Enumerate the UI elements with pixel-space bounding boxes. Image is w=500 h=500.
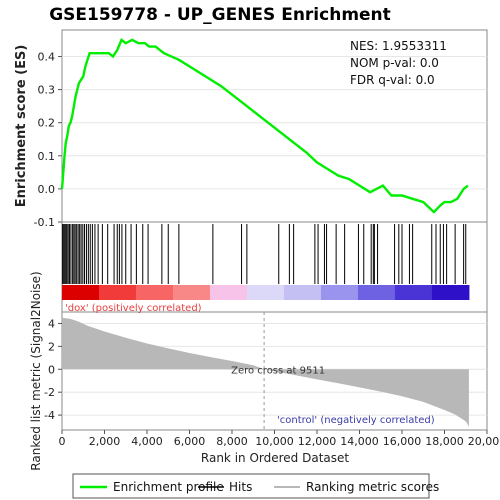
x-tick-label: 18,000: [425, 435, 464, 448]
es-tick-label: 0.2: [38, 117, 56, 130]
metric-y-ticks: -4 -2 0 2 4: [44, 317, 62, 422]
rank-bar-segment: [99, 285, 136, 300]
x-tick-label: 6,000: [174, 435, 206, 448]
es-tick-label: 0.0: [38, 183, 56, 196]
negative-correlation-label: 'control' (negatively correlated): [277, 415, 435, 426]
legend: Enrichment profile Hits Ranking metric s…: [73, 474, 439, 498]
es-tick-label: 0.3: [38, 84, 56, 97]
rank-bar-segment: [173, 285, 210, 300]
rank-color-bar: [62, 285, 469, 300]
x-tick-label: 4,000: [131, 435, 163, 448]
x-tick-label: 16,000: [383, 435, 422, 448]
x-axis-ticks: 0 2,000 4,000 6,000 8,000 10,000 12,000 14,000 1…: [59, 430, 500, 448]
positive-correlation-label: 'dox' (positively correlated): [65, 303, 202, 314]
es-y-ticks: -0.1 0.0 0.1 0.2 0.3 0.4: [34, 50, 62, 229]
rank-bar-segment: [432, 285, 469, 300]
rank-bar-segment: [136, 285, 173, 300]
rank-bar-segment: [358, 285, 395, 300]
es-tick-label: -0.1: [34, 216, 55, 229]
x-tick-label: 2,000: [89, 435, 121, 448]
nom-pval-stat: NOM p-val: 0.0: [350, 56, 439, 70]
chart-title: GSE159778 - UP_GENES Enrichment: [49, 5, 391, 25]
x-tick-label: 12,000: [298, 435, 337, 448]
legend-ranking-label: Ranking metric scores: [306, 480, 439, 494]
rank-bar-segment: [210, 285, 247, 300]
zero-cross-label: Zero cross at 9511: [231, 365, 325, 376]
metric-tick-label: -2: [44, 386, 55, 399]
metric-tick-label: -4: [44, 409, 55, 422]
x-tick-label: 0: [59, 435, 66, 448]
rank-bar-segment: [62, 285, 99, 300]
metric-tick-label: 0: [48, 363, 55, 376]
legend-hits-label: Hits: [229, 480, 252, 494]
rank-bar-segment: [247, 285, 284, 300]
es-tick-label: 0.4: [38, 50, 56, 63]
hits-panel: [62, 222, 487, 312]
rank-bar-segment: [395, 285, 432, 300]
x-axis-label: Rank in Ordered Dataset: [201, 451, 349, 465]
rank-bar-segment: [321, 285, 358, 300]
es-tick-label: 0.1: [38, 150, 56, 163]
x-tick-label: 10,000: [255, 435, 294, 448]
fdr-qval-stat: FDR q-val: 0.0: [350, 73, 435, 87]
es-y-axis-label: Enrichment score (ES): [14, 45, 29, 208]
x-tick-label: 8,000: [216, 435, 248, 448]
metric-y-axis-label: Ranked list metric (Signal2Noise): [29, 271, 43, 470]
nes-stat: NES: 1.9553311: [350, 39, 447, 53]
metric-tick-label: 2: [48, 340, 55, 353]
x-tick-label: 14,000: [340, 435, 379, 448]
x-tick-label: 20,000: [468, 435, 500, 448]
rank-bar-segment: [284, 285, 321, 300]
es-panel: -0.1 0.0 0.1 0.2 0.3 0.4 NES: 1.9553311 NOM p…: [14, 30, 487, 229]
metric-tick-label: 4: [48, 317, 55, 330]
